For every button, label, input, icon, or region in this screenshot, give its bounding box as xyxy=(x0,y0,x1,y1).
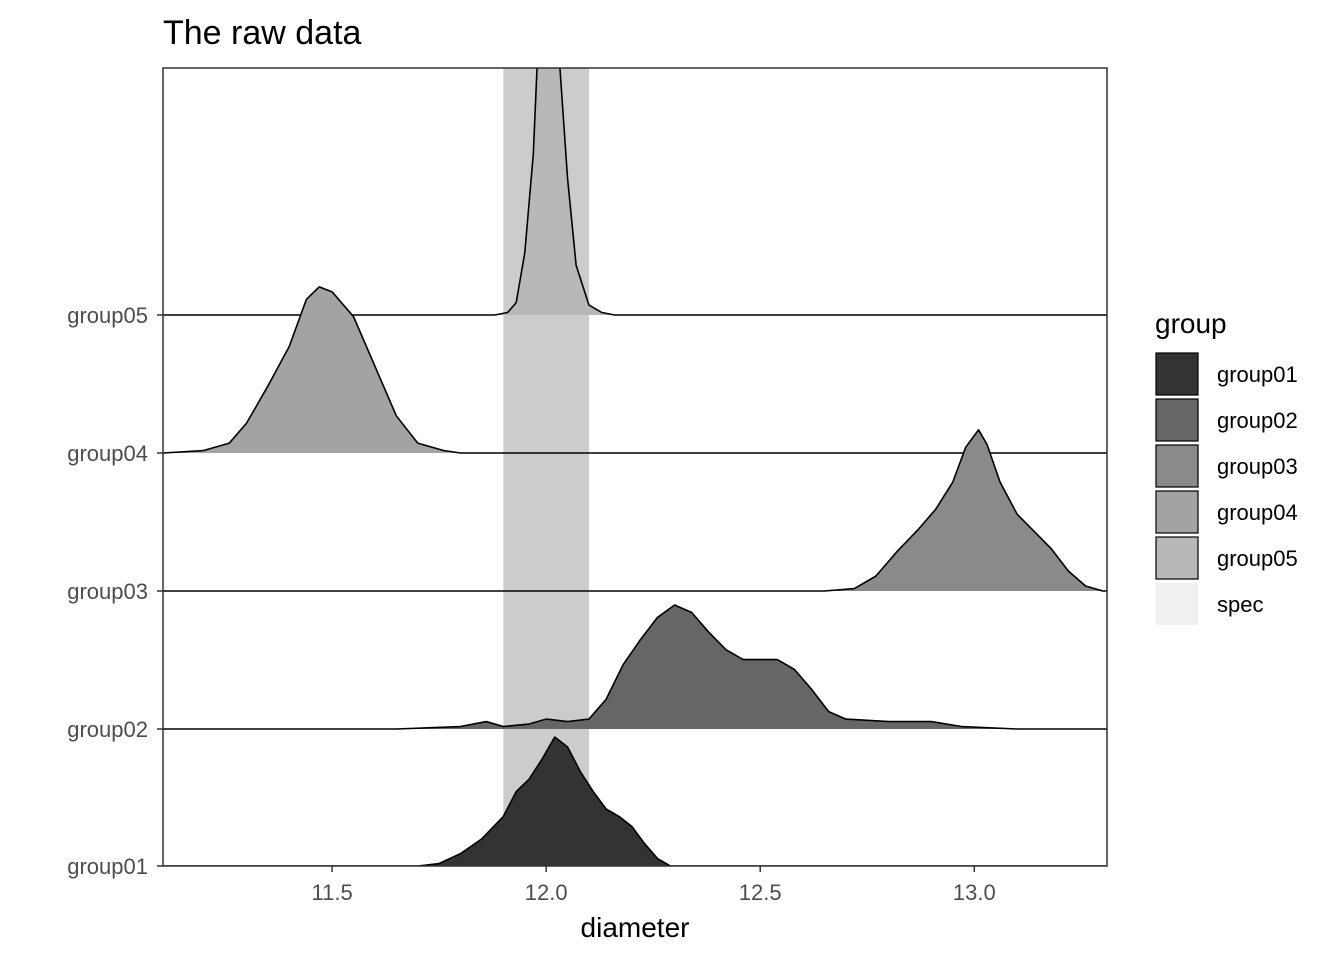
legend-label-group03: group03 xyxy=(1217,454,1298,479)
y-axis: group01 group02 group03 group04 group05 xyxy=(67,303,163,879)
ridge-line-group02 xyxy=(163,604,1107,730)
y-tick-label-group04: group04 xyxy=(67,441,148,466)
y-tick-label-group05: group05 xyxy=(67,303,148,328)
panel-border xyxy=(162,67,1108,867)
x-tick-label: 13.0 xyxy=(953,880,996,905)
legend-label-group01: group01 xyxy=(1217,362,1298,387)
ridge-fill-group04 xyxy=(163,286,461,453)
x-axis-title: diameter xyxy=(581,912,690,943)
ridge-line-group05 xyxy=(163,68,1107,316)
plot-area xyxy=(163,68,1107,866)
ridge-line-group04 xyxy=(163,286,1107,454)
legend: group group01 group02 group03 group04 group0… xyxy=(1155,308,1298,625)
y-tick-label-group01: group01 xyxy=(67,854,148,879)
y-tick-label-group02: group02 xyxy=(67,717,148,742)
legend-label-group04: group04 xyxy=(1217,500,1298,525)
legend-key-group04 xyxy=(1155,490,1199,534)
legend-key-group03 xyxy=(1155,444,1199,488)
legend-key-group02 xyxy=(1155,398,1199,442)
x-tick-label: 12.0 xyxy=(525,880,568,905)
legend-key-spec xyxy=(1156,583,1198,625)
x-tick-label: 11.5 xyxy=(312,880,353,905)
ridge-line-group03 xyxy=(163,429,1107,592)
legend-label-spec: spec xyxy=(1217,592,1263,617)
legend-title: group xyxy=(1155,308,1227,339)
legend-key-group05 xyxy=(1155,536,1199,580)
legend-label-group05: group05 xyxy=(1217,546,1298,571)
ridge-fill-group03 xyxy=(824,429,1103,591)
legend-key-group01 xyxy=(1155,352,1199,396)
legend-label-group02: group02 xyxy=(1217,408,1298,433)
y-tick-label-group03: group03 xyxy=(67,579,148,604)
x-axis: 11.5 12.0 12.5 13.0 xyxy=(312,866,996,905)
x-tick-label: 12.5 xyxy=(739,880,782,905)
chart-title: The raw data xyxy=(163,14,362,52)
ridge-fill-group02 xyxy=(396,605,1107,729)
ridge-line-group01 xyxy=(163,736,1107,866)
ridge-fill-group01 xyxy=(417,737,671,866)
